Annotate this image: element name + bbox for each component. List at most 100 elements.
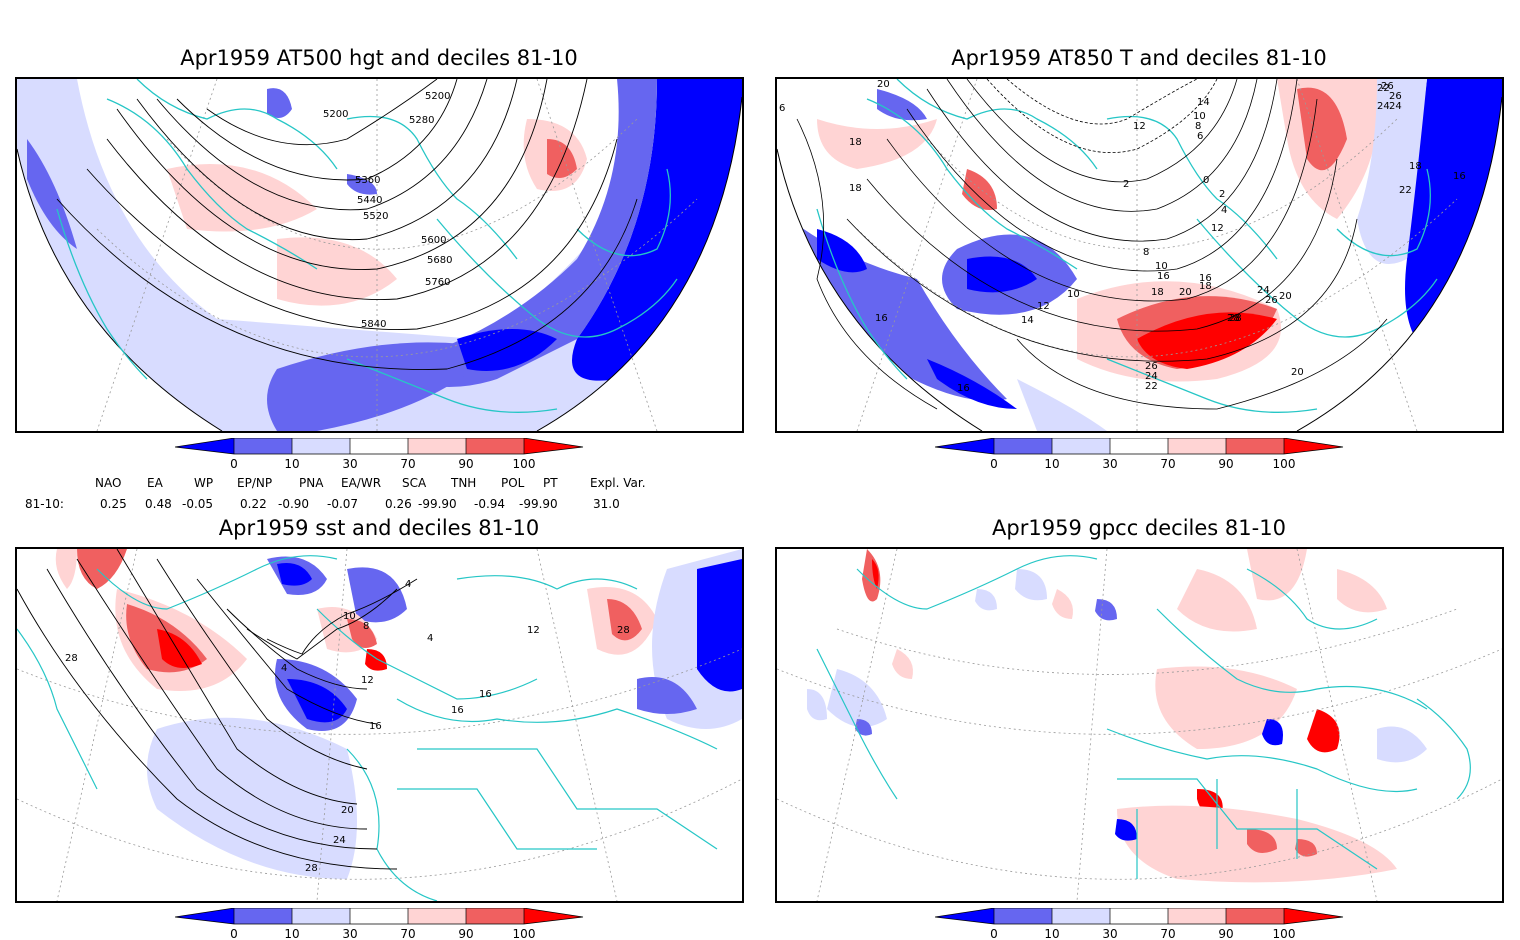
contour-label: 28: [1229, 313, 1242, 324]
contour-label: 20: [1179, 287, 1192, 298]
contour-label: 4: [427, 633, 433, 644]
cbar-seg-1: [234, 438, 292, 454]
contour-label: 24: [333, 835, 346, 846]
cbar-tick: 0: [990, 457, 998, 471]
contour-label: 20: [1279, 291, 1292, 302]
index-value: 31.0: [593, 497, 620, 511]
cbar-tick: 100: [513, 457, 536, 471]
contour-label: 22: [1377, 83, 1390, 94]
cbar-seg-0: [935, 438, 994, 454]
index-value: -0.94: [474, 497, 506, 511]
contour-label: 5760: [425, 277, 450, 288]
index-header: SCA: [402, 476, 427, 490]
contour-label: 18: [1409, 161, 1422, 172]
cbar-seg-2: [292, 438, 350, 454]
contour-label: 8: [363, 621, 369, 632]
contour-label: 2: [1123, 179, 1129, 190]
contour-label: 28: [305, 863, 318, 874]
cbar-tick: 90: [1218, 927, 1233, 940]
contour-label: 12: [527, 625, 540, 636]
contour-label: 12: [1211, 223, 1224, 234]
cbar-tick: 30: [342, 927, 357, 940]
cbar-seg-3: [350, 438, 408, 454]
contour-label: 26: [1265, 295, 1278, 306]
contour-label: 16: [1453, 171, 1466, 182]
cbar-tick: 70: [400, 927, 415, 940]
cbar-seg-6: [1284, 438, 1343, 454]
cbar-tick: 90: [1218, 457, 1233, 471]
contour-label: 18: [849, 183, 862, 194]
cbar-seg-5: [466, 438, 524, 454]
contour-label: 4: [1221, 205, 1227, 216]
cbar-tick: 0: [990, 927, 998, 940]
cbar-seg-5: [1226, 438, 1284, 454]
cbar-tick: 90: [458, 927, 473, 940]
colorbar-top-right: 0 10 30 70 90 100: [935, 438, 1345, 478]
cbar-seg-1: [234, 908, 292, 924]
contour-label: 16: [479, 689, 492, 700]
contour-label: 5280: [409, 115, 434, 126]
contour-label: 4: [405, 579, 411, 590]
contour-label: 24: [1257, 285, 1270, 296]
index-header: NAO: [95, 476, 122, 490]
contour-label: 5200: [323, 109, 348, 120]
cbar-tick: 100: [513, 927, 536, 940]
colorbar-svg: 0 10 30 70 90 100: [175, 438, 584, 471]
contour-label: 18: [1199, 281, 1212, 292]
index-header: TNH: [451, 476, 477, 490]
cbar-tick: 70: [1160, 927, 1175, 940]
cbar-seg-0: [175, 908, 234, 924]
cbar-seg-4: [1168, 438, 1226, 454]
contour-label: 5440: [357, 195, 382, 206]
contour-label: 5520: [363, 211, 388, 222]
cbar-tick: 90: [458, 457, 473, 471]
contour-label: 6: [1197, 131, 1203, 142]
contour-label: 16: [451, 705, 464, 716]
cbar-seg-3: [1110, 908, 1168, 924]
cbar-tick: 100: [1273, 457, 1296, 471]
contour-label: 6: [779, 103, 785, 114]
index-value: -0.05: [182, 497, 214, 511]
cbar-tick: 10: [1044, 457, 1059, 471]
index-header: POL: [501, 476, 525, 490]
map-gpcc: [775, 547, 1504, 903]
cbar-seg-2: [1052, 438, 1110, 454]
panel-title-t850: Apr1959 AT850 T and deciles 81-10: [951, 46, 1327, 70]
index-value: -99.90: [519, 497, 558, 511]
colorbar-bottom-right: 0 10 30 70 90 100: [935, 908, 1345, 940]
contour-label: 8: [1143, 247, 1149, 258]
cbar-seg-2: [292, 908, 350, 924]
map-t850: 6 20 18 18 16 16 12 10 14 2 0 2 4 6 8 10…: [775, 77, 1504, 433]
contour-label: 28: [617, 625, 630, 636]
contour-label: 16: [369, 721, 382, 732]
cbar-seg-1: [994, 908, 1052, 924]
contour-label: 24: [1145, 371, 1158, 382]
cbar-tick: 30: [342, 457, 357, 471]
contour-label: 10: [1193, 111, 1206, 122]
index-header: EA: [147, 476, 163, 490]
cbar-seg-4: [408, 908, 466, 924]
index-value: 0.25: [100, 497, 127, 511]
contour-label: 4: [281, 663, 287, 674]
contour-label: 18: [849, 137, 862, 148]
map-sst: 28 4 4 8 10 4 12 16 16 16 20 24 28 28 12: [15, 547, 744, 903]
contour-label: 20: [877, 79, 890, 90]
index-header: Expl. Var.: [590, 476, 646, 490]
colorbar-svg: 0 10 30 70 90 100: [935, 438, 1344, 471]
cbar-tick: 0: [230, 927, 238, 940]
cbar-seg-6: [524, 908, 583, 924]
cbar-seg-4: [408, 438, 466, 454]
contour-label: 28: [65, 653, 78, 664]
contour-label: 14: [1021, 315, 1034, 326]
contour-label: 20: [1291, 367, 1304, 378]
cbar-seg-3: [1110, 438, 1168, 454]
cbar-seg-1: [994, 438, 1052, 454]
contour-label: 22: [1399, 185, 1412, 196]
contour-label: 10: [1155, 261, 1168, 272]
index-header: PT: [543, 476, 558, 490]
contour-label: 5360: [355, 175, 380, 186]
cbar-seg-5: [1226, 908, 1284, 924]
index-value: -0.07: [327, 497, 359, 511]
contour-label: 16: [957, 383, 970, 394]
contour-label: 28: [1227, 313, 1240, 324]
